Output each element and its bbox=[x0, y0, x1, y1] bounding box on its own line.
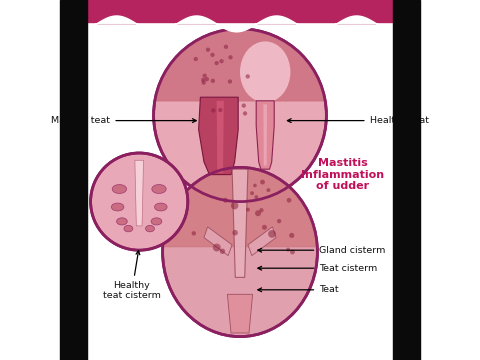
Circle shape bbox=[228, 79, 232, 84]
Circle shape bbox=[268, 230, 276, 238]
Circle shape bbox=[260, 180, 265, 184]
Ellipse shape bbox=[155, 203, 167, 211]
Text: Healthy teat: Healthy teat bbox=[288, 116, 429, 125]
Ellipse shape bbox=[163, 167, 317, 337]
Circle shape bbox=[213, 244, 221, 252]
Circle shape bbox=[266, 188, 270, 192]
Ellipse shape bbox=[151, 218, 162, 225]
Circle shape bbox=[254, 195, 258, 199]
Polygon shape bbox=[199, 97, 238, 175]
Circle shape bbox=[215, 61, 219, 65]
Circle shape bbox=[210, 53, 215, 57]
Ellipse shape bbox=[145, 225, 155, 232]
Circle shape bbox=[289, 233, 294, 238]
Circle shape bbox=[219, 59, 224, 63]
Circle shape bbox=[203, 73, 207, 78]
Ellipse shape bbox=[111, 203, 124, 211]
Polygon shape bbox=[154, 29, 326, 115]
Bar bbox=[60, 0, 87, 360]
Circle shape bbox=[231, 202, 239, 210]
Circle shape bbox=[204, 77, 209, 81]
Circle shape bbox=[223, 198, 228, 203]
Ellipse shape bbox=[240, 41, 290, 103]
Circle shape bbox=[255, 210, 261, 216]
Circle shape bbox=[246, 208, 250, 212]
Circle shape bbox=[277, 219, 281, 223]
Text: Healthy
teat cisterm: Healthy teat cisterm bbox=[103, 251, 161, 300]
Circle shape bbox=[250, 191, 254, 195]
Circle shape bbox=[91, 153, 188, 250]
Text: Mastitis
Inflammation
of udder: Mastitis Inflammation of udder bbox=[301, 158, 384, 191]
Ellipse shape bbox=[112, 184, 127, 194]
Circle shape bbox=[243, 111, 247, 116]
Circle shape bbox=[241, 103, 246, 108]
Circle shape bbox=[290, 249, 295, 255]
Polygon shape bbox=[256, 101, 274, 169]
Circle shape bbox=[220, 249, 225, 254]
Polygon shape bbox=[204, 227, 232, 256]
Ellipse shape bbox=[117, 218, 127, 225]
Circle shape bbox=[201, 78, 205, 82]
Circle shape bbox=[202, 81, 206, 85]
Text: Teat cisterm: Teat cisterm bbox=[258, 264, 377, 273]
Circle shape bbox=[253, 184, 257, 187]
Circle shape bbox=[154, 29, 326, 202]
Polygon shape bbox=[248, 227, 276, 256]
Circle shape bbox=[246, 74, 250, 78]
Circle shape bbox=[211, 108, 216, 113]
Circle shape bbox=[228, 55, 233, 59]
Circle shape bbox=[93, 156, 185, 248]
Circle shape bbox=[206, 48, 210, 52]
Bar bbox=[393, 0, 420, 360]
Circle shape bbox=[286, 248, 290, 252]
Circle shape bbox=[262, 225, 267, 230]
Circle shape bbox=[224, 45, 228, 49]
Text: MASTITIS
PEDIA: MASTITIS PEDIA bbox=[192, 81, 288, 120]
Ellipse shape bbox=[124, 225, 133, 232]
Polygon shape bbox=[228, 294, 252, 333]
Text: Teat: Teat bbox=[258, 285, 339, 294]
Polygon shape bbox=[232, 169, 248, 277]
Circle shape bbox=[218, 108, 222, 112]
Ellipse shape bbox=[152, 184, 166, 194]
Polygon shape bbox=[135, 160, 144, 226]
Polygon shape bbox=[264, 104, 267, 166]
Circle shape bbox=[192, 231, 196, 235]
Circle shape bbox=[193, 57, 198, 61]
Text: Gland cisterm: Gland cisterm bbox=[258, 246, 385, 255]
Polygon shape bbox=[163, 167, 317, 252]
Text: Mastitis teat: Mastitis teat bbox=[51, 116, 196, 125]
Circle shape bbox=[211, 79, 215, 83]
Polygon shape bbox=[216, 101, 224, 173]
Circle shape bbox=[259, 208, 264, 212]
Circle shape bbox=[232, 230, 238, 235]
Circle shape bbox=[287, 198, 291, 203]
